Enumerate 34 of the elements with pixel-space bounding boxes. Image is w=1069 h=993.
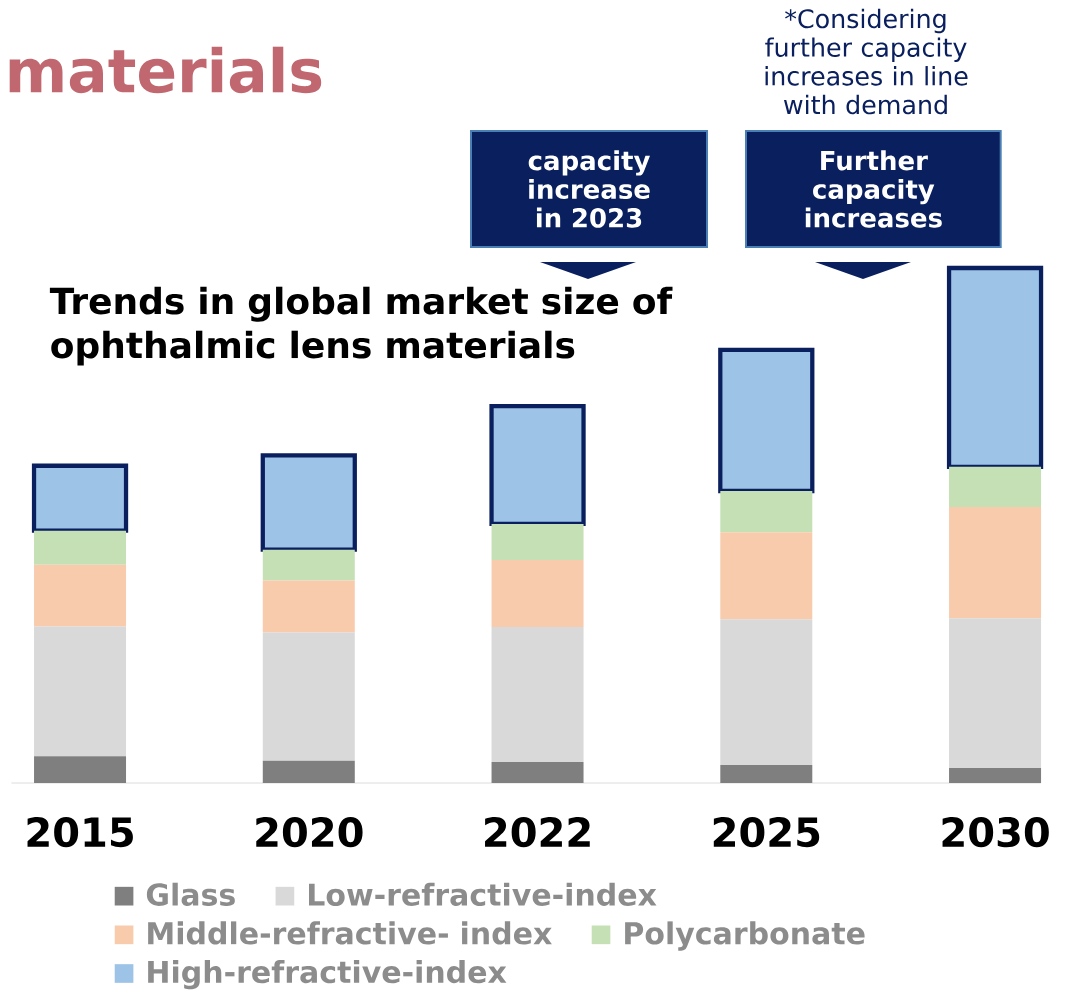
bar: [262, 580, 355, 633]
bar: [491, 523, 584, 560]
bar: [34, 756, 127, 783]
bar: [262, 549, 355, 581]
text: Trends in global market size of ophthalmic lens materials: [49, 286, 673, 366]
bar: [949, 618, 1042, 769]
text: *Considering further capacity increases in line with demand: [765, 8, 968, 115]
legend-label: Glass: [146, 882, 235, 906]
bar: [720, 764, 813, 783]
legend-label: Low-refractive-index: [309, 882, 657, 906]
x-tick-label: 2015: [27, 817, 133, 848]
bar: [720, 532, 813, 620]
text: Further capacity increases: [805, 150, 942, 228]
legend-label: High-refractive-index: [148, 960, 507, 990]
text: capacity increase in 2023: [528, 150, 650, 228]
legend-label: Polycarbonate: [625, 921, 865, 951]
bar: [949, 768, 1042, 783]
bar: [949, 506, 1042, 619]
bar: [720, 490, 813, 533]
bar: [720, 619, 813, 765]
bar: [262, 760, 355, 783]
x-tick-label: 2025: [713, 817, 820, 848]
bar: [34, 626, 127, 757]
x-tick-label: 2020: [256, 817, 363, 848]
x-tick-label: 2030: [942, 817, 1049, 848]
bar: [491, 626, 584, 762]
bar: [491, 560, 584, 627]
text: materials: [9, 46, 322, 94]
x-tick-label: 2022: [485, 817, 590, 848]
bar: [949, 466, 1042, 507]
legend-label: Middle-refractive- index: [148, 921, 552, 945]
bar: [491, 761, 584, 783]
bar: [34, 564, 127, 627]
bar: [262, 632, 355, 761]
